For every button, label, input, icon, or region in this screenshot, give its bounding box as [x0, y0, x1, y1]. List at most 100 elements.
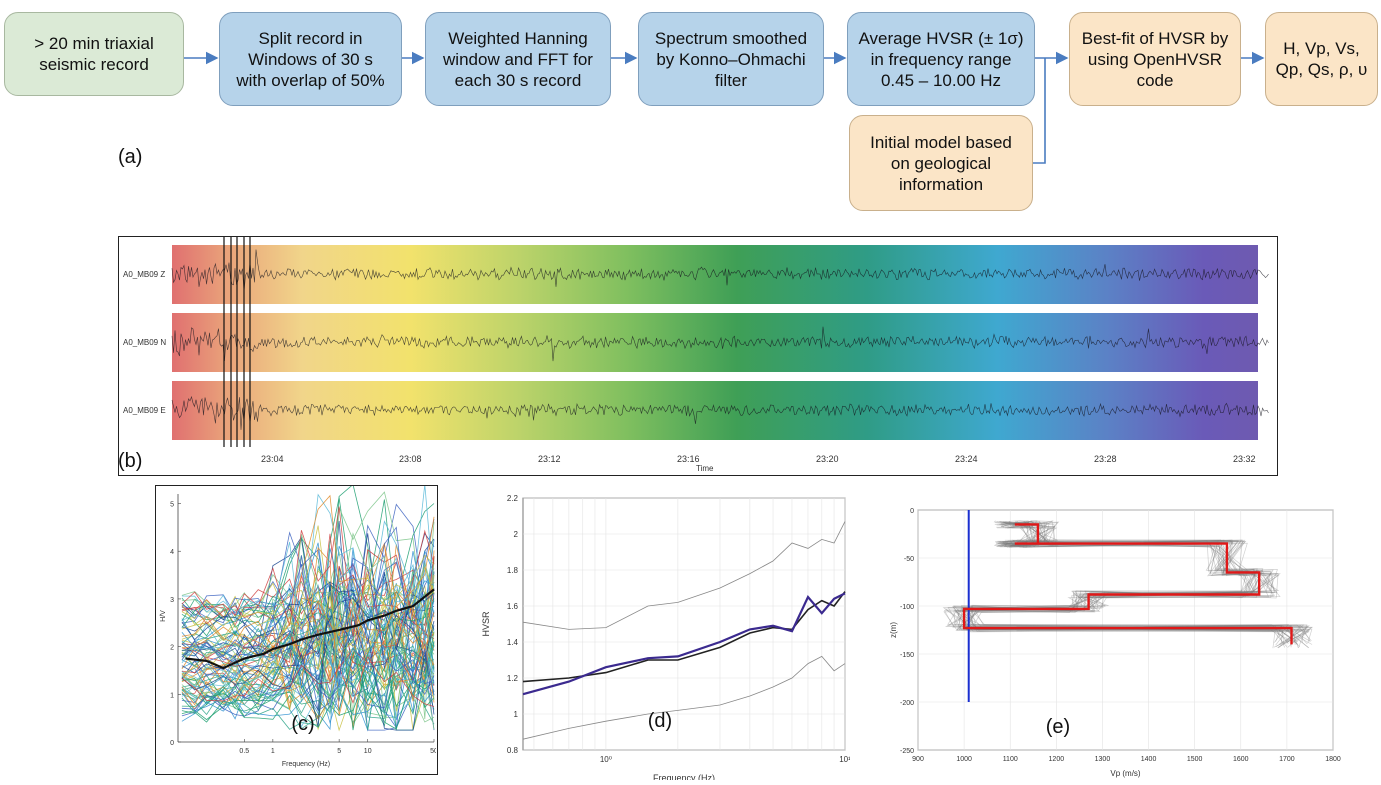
- flow-box-best-fit: Best-fit of HVSR by using OpenHVSR code: [1069, 12, 1241, 106]
- x-axis-label: Vp (m/s): [1110, 769, 1141, 778]
- hv-window-curve: [181, 557, 435, 728]
- panel-label-b: (b): [118, 450, 143, 472]
- x-tick-label: 1000: [956, 756, 972, 763]
- hv-window-curve: [181, 561, 435, 614]
- best-fit-profile: [962, 523, 1293, 645]
- chart-e-panel: 900 1000 1100 1200 1300 1400 1500 1600 1700 1800 0…: [888, 500, 1348, 780]
- x-tick-label: 10⁰: [600, 755, 612, 764]
- hvsr-fitted-curve: [522, 592, 846, 696]
- trace-e: [171, 395, 1269, 430]
- x-tick-label: 5: [337, 748, 341, 755]
- x-tick-label: 900: [912, 756, 924, 763]
- x-tick-label: 1500: [1187, 756, 1203, 763]
- candidate-profile: [953, 521, 1314, 649]
- y-tick-label: 1.4: [507, 638, 519, 647]
- hvsr-minus-sigma-curve: [522, 655, 846, 740]
- y-tick-label: 1.2: [507, 674, 519, 683]
- hv-window-curve: [181, 610, 435, 670]
- hv-window-curve: [181, 568, 435, 632]
- channel-label-z: A0_MB09 Z: [123, 270, 166, 279]
- seismogram-panel: A0_MB09 Z A0_MB09 N A0_MB09 E 23:04 23:0…: [118, 236, 1278, 476]
- hv-window-curve: [181, 544, 435, 729]
- hv-window-curve: [181, 612, 435, 720]
- hv-window-curve: [181, 647, 435, 710]
- time-tick: 23:20: [816, 454, 839, 464]
- time-tick: 23:16: [677, 454, 700, 464]
- x-tick-label: 1400: [1141, 756, 1157, 763]
- seismogram-traces: [171, 237, 1269, 447]
- y-tick-label: -250: [900, 748, 914, 755]
- y-axis-label: H/V: [160, 610, 167, 622]
- hv-window-curve: [181, 533, 435, 663]
- panel-label-c: (c): [291, 713, 314, 735]
- y-tick-label: 2.2: [507, 494, 519, 503]
- hv-window-curve: [181, 608, 435, 670]
- candidate-profile: [971, 521, 1313, 644]
- y-tick-label: 1: [514, 710, 519, 719]
- x-axis-label: Frequency (Hz): [653, 773, 715, 780]
- y-tick-label: 1.8: [507, 566, 519, 575]
- panel-label-d: (d): [648, 710, 672, 732]
- y-axis-label: z(m): [889, 622, 898, 638]
- y-tick-label: -150: [900, 652, 914, 659]
- y-tick-label: 0.8: [507, 746, 519, 755]
- flow-box-parameters: H, Vp, Vs, Qp, Qs, ρ, υ: [1265, 12, 1378, 106]
- panel-label-e: (e): [1046, 716, 1070, 738]
- channel-label-e: A0_MB09 E: [123, 406, 166, 415]
- hv-window-curve: [181, 554, 435, 625]
- time-tick: 23:24: [955, 454, 978, 464]
- plot-area: [917, 509, 1334, 751]
- seismogram-band-z: [172, 245, 1258, 304]
- trace-n: [171, 326, 1269, 362]
- chart-d: 0.8 1 1.2 1.4 1.6 1.8 2 2.2 10⁰ 10¹ HVSR Frequency …: [481, 494, 851, 783]
- chart-c: 0 1 2 3 4 5 0.5 1 5 10 50 Frequency (Hz) H/V (c): [160, 486, 437, 768]
- hv-window-curve: [181, 519, 435, 670]
- hv-window-curve: [181, 565, 435, 691]
- time-axis-label: Time: [696, 464, 714, 473]
- seismogram-band-n: [172, 313, 1258, 372]
- chart-e: 900 1000 1100 1200 1300 1400 1500 1600 1700 1800 0…: [889, 508, 1341, 778]
- time-tick: 23:12: [538, 454, 561, 464]
- x-tick-label: 50: [430, 748, 436, 755]
- chart-c-panel: 0 1 2 3 4 5 0.5 1 5 10 50 Frequency (Hz) H/V (c): [155, 485, 438, 775]
- y-tick-label: 4: [170, 549, 174, 556]
- trace-z: [171, 249, 1269, 293]
- candidate-profile: [965, 526, 1293, 646]
- candidate-profile: [962, 521, 1308, 645]
- candidate-profile: [964, 520, 1310, 648]
- arrow-initial-model: [1033, 58, 1046, 164]
- x-tick-label: 1100: [1003, 756, 1018, 763]
- hv-window-curve: [181, 640, 435, 689]
- hv-window-curve: [181, 582, 435, 639]
- hv-window-curve: [181, 532, 435, 706]
- time-tick: 23:08: [399, 454, 422, 464]
- candidate-profile: [964, 520, 1299, 649]
- x-tick-label: 1200: [1049, 756, 1065, 763]
- flow-box-hanning-fft: Weighted Hanning window and FFT for each…: [425, 12, 611, 106]
- time-tick: 23:32: [1233, 454, 1256, 464]
- candidate-profile: [947, 521, 1309, 648]
- flow-box-konno-ohmachi: Spectrum smoothed by Konno–Ohmachi filte…: [638, 12, 824, 106]
- flow-box-average-hvsr: Average HVSR (± 1σ) in frequency range 0…: [847, 12, 1035, 106]
- y-tick-label: 2: [170, 645, 174, 652]
- y-tick-label: -50: [904, 556, 914, 563]
- x-tick-label: 10¹: [839, 755, 850, 764]
- candidate-profile: [967, 521, 1311, 647]
- candidate-profile: [944, 520, 1298, 646]
- hv-window-curve: [181, 648, 435, 715]
- y-tick-label: 1.6: [507, 602, 519, 611]
- hv-window-curve: [181, 655, 435, 707]
- y-tick-label: 3: [170, 597, 174, 604]
- mean-hv-curve: [185, 588, 435, 670]
- y-tick-label: -100: [900, 604, 914, 611]
- x-tick-label: 1300: [1095, 756, 1111, 763]
- x-tick-label: 1700: [1279, 756, 1295, 763]
- y-tick-label: 5: [170, 502, 174, 509]
- x-axis-label: Frequency (Hz): [282, 761, 330, 768]
- x-tick-label: 1: [271, 748, 275, 755]
- hv-window-curve: [181, 557, 435, 688]
- hv-window-curve: [181, 539, 435, 689]
- x-tick-label: 1800: [1325, 756, 1341, 763]
- time-tick: 23:04: [261, 454, 284, 464]
- y-axis-label: HVSR: [481, 611, 491, 637]
